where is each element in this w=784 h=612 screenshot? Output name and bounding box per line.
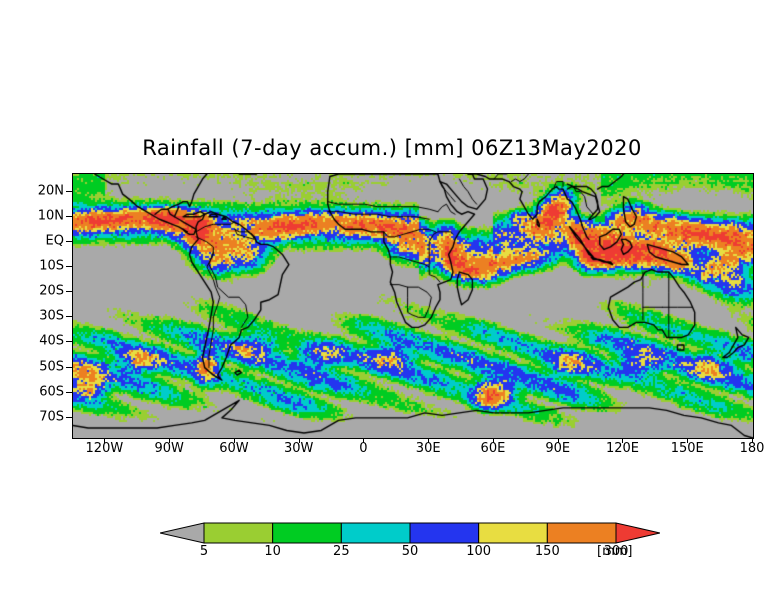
latitude-tick-mark (66, 241, 72, 242)
latitude-tick-label: 60S (39, 384, 64, 400)
longitude-tick-label: 90E (545, 441, 571, 456)
colorbar-tick-label: 300 (603, 544, 629, 559)
longitude-tick-label: 30W (283, 441, 314, 456)
colorbar-tick-label: 5 (199, 544, 209, 559)
colorbar-unit-label: [mm] (597, 544, 633, 559)
longitude-ticks (72, 438, 754, 444)
latitude-tick-mark (66, 341, 72, 342)
colorbar-swatch (272, 522, 342, 544)
page-title: Rainfall (7-day accum.) [mm] 06Z13May202… (142, 136, 642, 160)
colorbar-under-arrow (160, 522, 205, 544)
latitude-tick-mark (66, 392, 72, 393)
longitude-tick-mark (687, 438, 688, 443)
latitude-tick-label: 20S (39, 283, 64, 299)
latitude-tick-mark (66, 316, 72, 317)
latitude-tick-label: 10S (39, 258, 64, 274)
longitude-tick-mark (493, 438, 494, 443)
longitude-axis: 120W 90W 60W 30W 0 30E 60E 90E 120E 150E 180 (72, 441, 765, 463)
longitude-tick-mark (558, 438, 559, 443)
colorbar-swatch (203, 522, 274, 544)
longitude-tick-mark (752, 438, 753, 443)
latitude-axis: 20N 10N EQ 10S 20S 30S 40S 50S 60S 70S (14, 173, 64, 437)
colorbar-swatch (340, 522, 411, 544)
colorbar-swatches (160, 522, 660, 544)
latitude-ticks (66, 173, 72, 437)
longitude-tick-label: 0 (359, 441, 368, 456)
colorbar-tick-label: 150 (534, 544, 560, 559)
longitude-tick-label: 60E (480, 441, 506, 456)
colorbar-tick-label: 10 (264, 544, 281, 559)
map-plot-area (72, 173, 754, 439)
longitude-tick-mark (363, 438, 364, 443)
latitude-tick-mark (66, 216, 72, 217)
latitude-tick-mark (66, 367, 72, 368)
longitude-tick-label: 120W (85, 441, 124, 456)
longitude-tick-mark (234, 438, 235, 443)
latitude-tick-mark (66, 266, 72, 267)
latitude-tick-mark (66, 417, 72, 418)
longitude-tick-label: 60W (219, 441, 249, 456)
latitude-tick-label: 20N (37, 183, 64, 199)
colorbar-tick-label: 100 (466, 544, 492, 559)
longitude-tick-label: 90W (154, 441, 184, 456)
colorbar-over-arrow (615, 522, 660, 544)
rainfall-heatmap-canvas (73, 174, 753, 438)
latitude-tick-label: EQ (45, 233, 64, 249)
colorbar-tick-label: 50 (401, 544, 419, 559)
longitude-tick-label: 180 (739, 441, 765, 456)
longitude-tick-label: 150E (670, 441, 704, 456)
colorbar-swatch (478, 522, 548, 544)
latitude-tick-label: 10N (37, 208, 64, 224)
latitude-tick-mark (66, 191, 72, 192)
colorbar-swatch (409, 522, 480, 544)
colorbar-swatch (546, 522, 617, 544)
colorbar-tick-label: 25 (333, 544, 350, 559)
latitude-tick-mark (66, 291, 72, 292)
longitude-tick-label: 30E (415, 441, 441, 456)
longitude-tick-mark (622, 438, 623, 443)
longitude-tick-mark (169, 438, 170, 443)
longitude-tick-mark (299, 438, 300, 443)
latitude-tick-label: 50S (39, 359, 64, 375)
latitude-tick-label: 40S (39, 333, 64, 349)
longitude-tick-mark (104, 438, 105, 443)
longitude-tick-mark (428, 438, 429, 443)
latitude-tick-label: 30S (39, 308, 64, 324)
colorbar: [mm] 5 10 25 50 100 150 300 (160, 521, 660, 567)
longitude-tick-label: 120E (605, 441, 639, 456)
latitude-tick-label: 70S (39, 409, 64, 425)
